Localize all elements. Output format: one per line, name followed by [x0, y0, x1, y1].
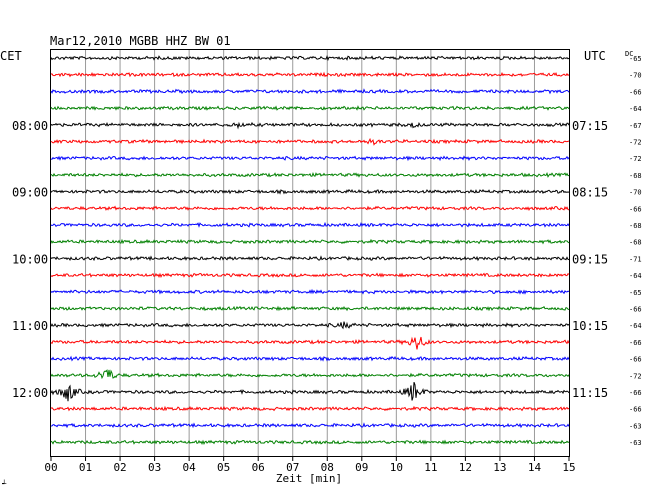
plot-frame	[50, 49, 570, 457]
x-tick-label: 02	[113, 461, 126, 474]
utc-hour-label: 11:15	[572, 386, 608, 400]
dc-offset-label: -70	[629, 72, 642, 80]
cet-hour-label: 08:00	[12, 119, 48, 133]
dc-offset-label: -67	[629, 122, 642, 130]
x-tick-label: 01	[79, 461, 92, 474]
x-tick-label: 10	[390, 461, 403, 474]
utc-hour-label: 07:15	[572, 119, 608, 133]
trace-line	[50, 105, 570, 111]
dc-offset-label: -65	[629, 289, 642, 297]
x-tick-label: 09	[355, 461, 368, 474]
x-tick-label: 00	[44, 461, 57, 474]
dc-offset-label: -66	[629, 389, 642, 397]
dc-offset-label: -66	[629, 339, 642, 347]
trace-line	[50, 288, 570, 295]
utc-label: UTC	[584, 49, 606, 63]
cet-hour-label: 10:00	[12, 252, 48, 266]
trace-line	[50, 321, 570, 330]
trace-line	[50, 88, 570, 95]
x-tick-label: 12	[459, 461, 472, 474]
x-tick-label: 13	[493, 461, 506, 474]
trace-line	[50, 155, 570, 162]
corner-mark: ┵	[2, 479, 7, 488]
x-axis-label: Zeit [min]	[276, 472, 342, 485]
x-tick-label: 07	[286, 461, 299, 474]
dc-offset-label: -64	[629, 105, 642, 113]
dc-offset-label: -72	[629, 139, 642, 147]
trace-line	[50, 305, 570, 312]
trace-line	[50, 238, 570, 245]
trace-line	[50, 171, 570, 178]
dc-offset-label: -71	[629, 255, 642, 263]
trace-group	[50, 54, 570, 446]
dc-offset-label: -68	[629, 222, 642, 230]
trace-line	[50, 381, 570, 402]
utc-hour-label: 09:15	[572, 252, 608, 266]
trace-line	[50, 54, 570, 62]
dc-offset-label: -72	[629, 372, 642, 380]
x-tick-label: 03	[148, 461, 161, 474]
cet-hour-label: 11:00	[12, 319, 48, 333]
x-tick-label: 04	[183, 461, 197, 474]
dc-offset-label: -64	[629, 322, 642, 330]
dc-offset-label: -68	[629, 172, 642, 180]
trace-line	[50, 121, 570, 130]
time-labels: 08:00 09:00 10:00 11:00 12:00 07:15 08:15 09:15…	[12, 55, 642, 447]
dc-offset-label: -63	[629, 422, 642, 430]
trace-line	[50, 255, 570, 262]
trace-line	[50, 422, 570, 429]
minute-gridlines	[85, 50, 535, 456]
trace-line	[50, 369, 570, 380]
dc-offset-label: -64	[629, 272, 642, 280]
cet-hour-label: 09:00	[12, 186, 48, 200]
trace-line	[50, 272, 570, 279]
chart-title: Mar12,2010 MGBB HHZ BW 01	[50, 34, 231, 48]
x-tick-label: 15	[562, 461, 575, 474]
x-tick-label: 11	[424, 461, 437, 474]
trace-line	[50, 188, 570, 195]
dc-offset-label: -65	[629, 55, 642, 63]
dc-offset-label: -63	[629, 439, 642, 447]
x-tick-label: 05	[217, 461, 230, 474]
cet-label: CET	[0, 49, 22, 63]
trace-line	[50, 137, 570, 146]
x-tick-label: 14	[528, 461, 542, 474]
trace-line	[50, 336, 570, 350]
trace-line	[50, 221, 570, 228]
trace-line	[50, 205, 570, 211]
utc-hour-label: 08:15	[572, 186, 608, 200]
dc-offset-label: -70	[629, 189, 642, 197]
x-tick-label: 08	[321, 461, 334, 474]
x-tick-label: 06	[252, 461, 265, 474]
dc-label: DC	[625, 50, 633, 58]
dc-offset-label: -72	[629, 155, 642, 163]
dc-offset-label: -66	[629, 356, 642, 364]
dc-offset-label: -68	[629, 239, 642, 247]
dc-offset-label: -66	[629, 306, 642, 314]
trace-line	[50, 71, 570, 78]
dc-offset-label: -66	[629, 205, 642, 213]
dc-offset-label: -66	[629, 406, 642, 414]
trace-line	[50, 439, 570, 446]
utc-hour-label: 10:15	[572, 319, 608, 333]
trace-line	[50, 355, 570, 362]
dc-offset-label: -66	[629, 88, 642, 96]
cet-hour-label: 12:00	[12, 386, 48, 400]
x-axis-ticks: 00 01 02 03 04 05 06 07 08 09 10 11 12 13 14 15	[44, 456, 576, 474]
trace-line	[50, 405, 570, 412]
